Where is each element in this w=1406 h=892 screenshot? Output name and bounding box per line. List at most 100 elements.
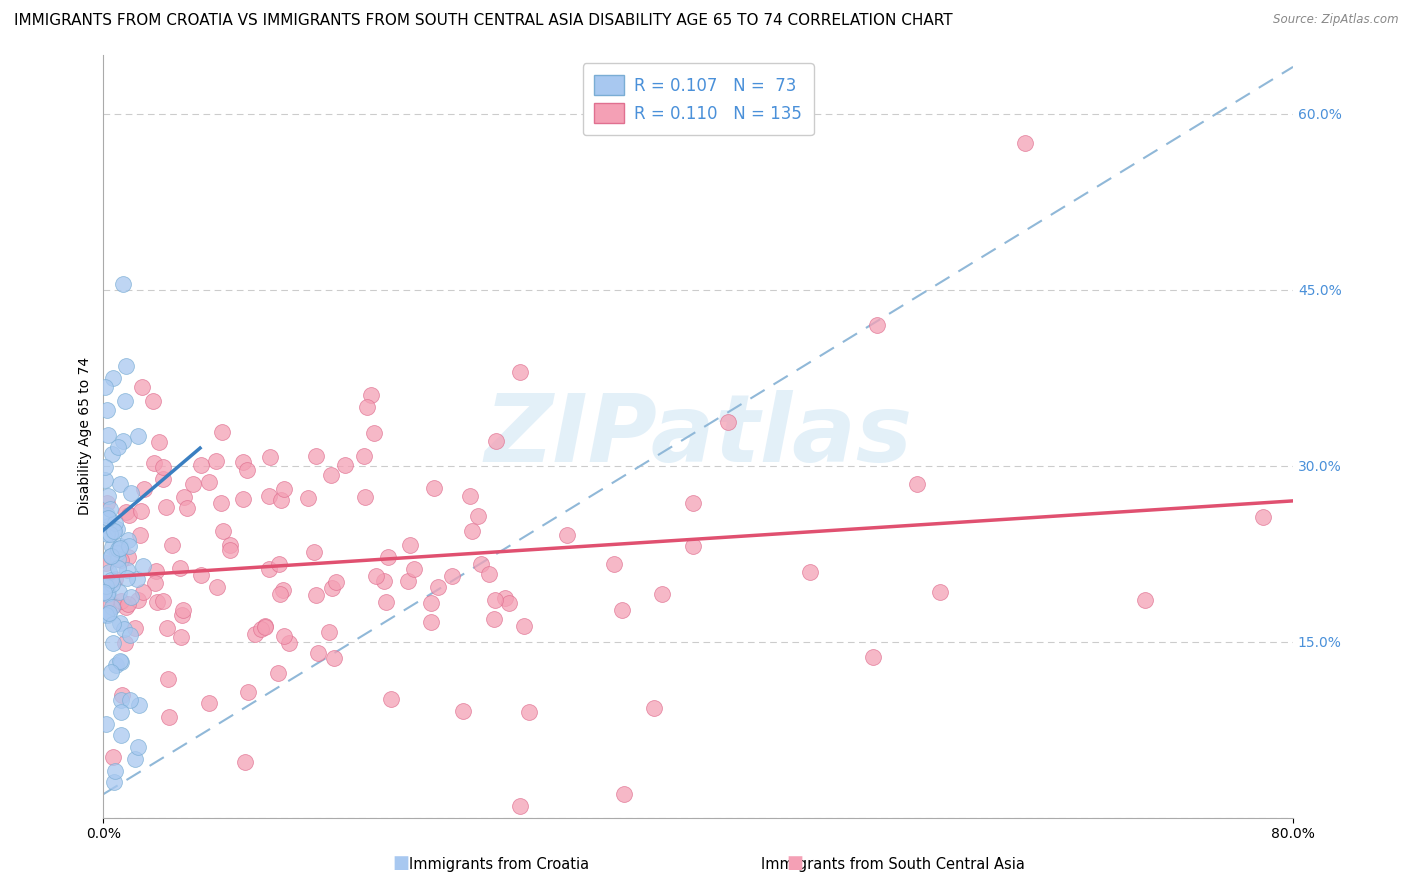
Point bbox=[509, 798, 531, 813]
Point bbox=[110, 594, 132, 608]
Text: Source: ZipAtlas.com: Source: ZipAtlas.com bbox=[1274, 13, 1399, 27]
Point bbox=[104, 516, 127, 530]
Point bbox=[118, 539, 141, 553]
Point bbox=[117, 533, 139, 548]
Point bbox=[267, 557, 290, 571]
Point bbox=[155, 500, 177, 514]
Point bbox=[110, 693, 132, 707]
Point bbox=[278, 636, 301, 650]
Point bbox=[110, 705, 132, 719]
Point bbox=[100, 549, 122, 564]
Point bbox=[485, 434, 508, 449]
Point bbox=[101, 616, 124, 631]
Point bbox=[610, 602, 633, 616]
Point bbox=[377, 549, 399, 564]
Point bbox=[101, 750, 124, 764]
Point bbox=[363, 426, 385, 441]
Point bbox=[112, 434, 135, 448]
Point bbox=[117, 571, 139, 585]
Point bbox=[321, 582, 343, 596]
Point bbox=[236, 685, 259, 699]
Point bbox=[613, 787, 636, 801]
Point bbox=[205, 580, 228, 594]
Text: ■: ■ bbox=[786, 855, 803, 872]
Point bbox=[484, 593, 506, 607]
Point bbox=[905, 477, 928, 491]
Point bbox=[101, 524, 124, 538]
Point bbox=[96, 402, 118, 417]
Point bbox=[104, 764, 127, 778]
Point bbox=[120, 693, 142, 707]
Point bbox=[426, 580, 449, 594]
Point bbox=[513, 619, 536, 633]
Point bbox=[114, 394, 136, 409]
Point bbox=[96, 587, 118, 601]
Point bbox=[259, 450, 281, 464]
Point bbox=[509, 365, 531, 379]
Point bbox=[354, 491, 377, 505]
Point bbox=[1014, 136, 1036, 150]
Point bbox=[105, 546, 128, 560]
Point bbox=[325, 575, 347, 590]
Point bbox=[643, 701, 665, 715]
Point bbox=[364, 569, 387, 583]
Point bbox=[115, 599, 138, 614]
Point bbox=[152, 459, 174, 474]
Point bbox=[517, 705, 540, 719]
Point bbox=[190, 458, 212, 473]
Text: ■: ■ bbox=[392, 855, 409, 872]
Point bbox=[111, 688, 134, 702]
Point bbox=[108, 585, 131, 599]
Point bbox=[360, 388, 382, 402]
Point bbox=[148, 434, 170, 449]
Point bbox=[498, 596, 520, 610]
Point bbox=[97, 586, 120, 600]
Point bbox=[402, 562, 425, 576]
Point bbox=[107, 542, 129, 557]
Point bbox=[152, 594, 174, 608]
Point bbox=[127, 740, 149, 755]
Point bbox=[142, 393, 165, 408]
Point bbox=[127, 429, 149, 443]
Point bbox=[422, 481, 444, 495]
Point bbox=[682, 539, 704, 553]
Point bbox=[103, 636, 125, 650]
Point bbox=[717, 415, 740, 429]
Point bbox=[198, 696, 221, 710]
Point bbox=[129, 504, 152, 518]
Point bbox=[107, 440, 129, 454]
Point bbox=[467, 508, 489, 523]
Point bbox=[100, 573, 122, 587]
Point bbox=[373, 574, 395, 588]
Point bbox=[273, 629, 295, 643]
Point bbox=[494, 591, 516, 605]
Point bbox=[97, 428, 120, 442]
Point bbox=[101, 600, 124, 615]
Point bbox=[110, 553, 132, 567]
Point bbox=[105, 522, 128, 536]
Point bbox=[353, 449, 375, 463]
Point bbox=[132, 584, 155, 599]
Point bbox=[94, 473, 117, 487]
Point bbox=[305, 449, 328, 463]
Point bbox=[181, 476, 204, 491]
Point bbox=[156, 621, 179, 635]
Point bbox=[96, 496, 118, 510]
Point bbox=[112, 622, 135, 636]
Point bbox=[103, 572, 125, 586]
Point bbox=[212, 524, 235, 538]
Point bbox=[132, 558, 155, 573]
Point bbox=[93, 585, 115, 599]
Point bbox=[108, 654, 131, 668]
Point bbox=[440, 569, 463, 583]
Point bbox=[451, 704, 474, 718]
Point bbox=[145, 595, 167, 609]
Point bbox=[114, 505, 136, 519]
Point bbox=[420, 615, 443, 629]
Point bbox=[458, 489, 481, 503]
Text: Immigrants from Croatia: Immigrants from Croatia bbox=[409, 857, 589, 872]
Point bbox=[97, 489, 120, 503]
Point bbox=[254, 620, 277, 634]
Point bbox=[96, 579, 118, 593]
Point bbox=[603, 558, 626, 572]
